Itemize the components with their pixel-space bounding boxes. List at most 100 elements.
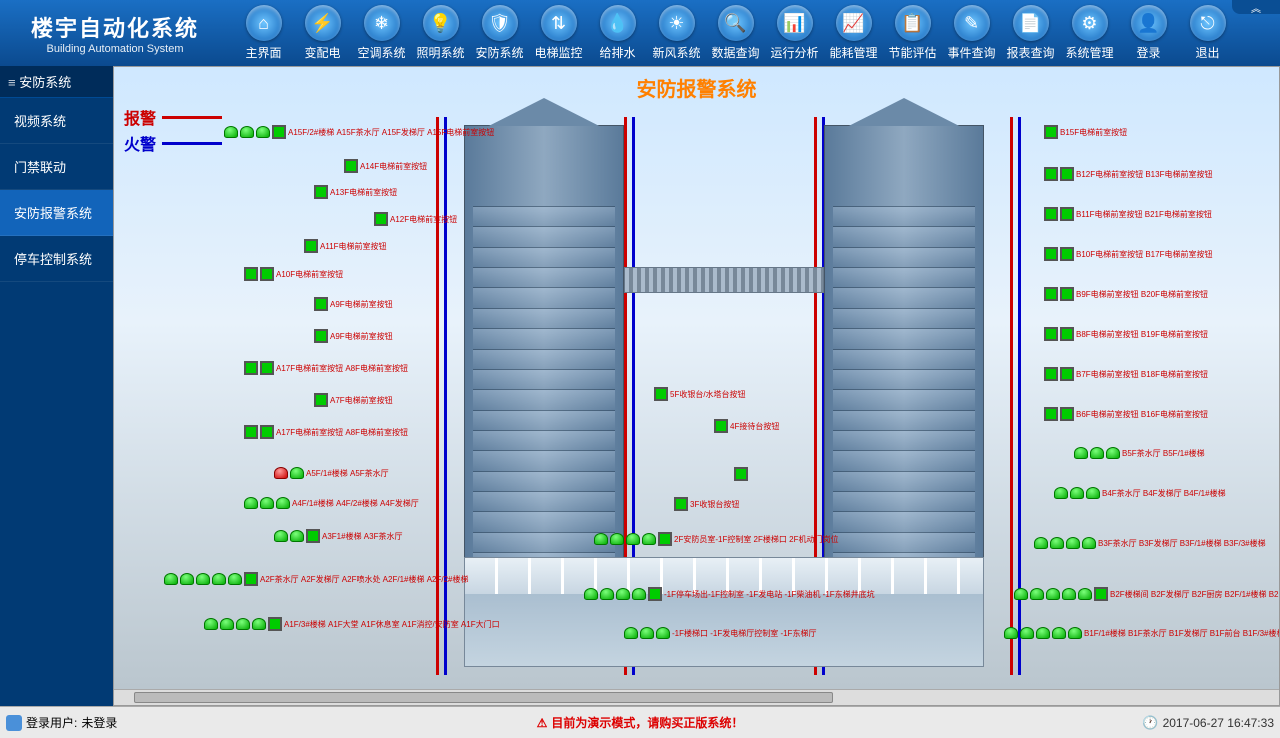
alarm-node[interactable]: A9F电梯前室按钮 [314, 329, 393, 343]
button-indicator[interactable] [304, 239, 318, 253]
alarm-node[interactable]: A15F/2#楼梯 A15F茶水厅 A15F发梯厅 A15F电梯前室按钮 [224, 125, 494, 139]
sensor-dot[interactable] [256, 126, 270, 138]
nav-5[interactable]: ⇅电梯监控 [531, 5, 586, 61]
alarm-node[interactable]: 4F接待台按钮 [714, 419, 779, 433]
alarm-node[interactable]: A10F电梯前室按钮 [244, 267, 343, 281]
nav-14[interactable]: ⚙系统管理 [1062, 5, 1117, 61]
button-indicator[interactable] [734, 467, 748, 481]
nav-13[interactable]: 📄报表查询 [1003, 5, 1058, 61]
alarm-node[interactable]: A13F电梯前室按钮 [314, 185, 397, 199]
alarm-node[interactable]: B15F电梯前室按钮 [1044, 125, 1127, 139]
sensor-dot[interactable] [584, 588, 598, 600]
sensor-dot[interactable] [642, 533, 656, 545]
button-indicator[interactable] [714, 419, 728, 433]
sensor-dot[interactable] [626, 533, 640, 545]
sidebar-item-1[interactable]: 门禁联动 [0, 144, 113, 190]
nav-4[interactable]: 🛡安防系统 [472, 5, 527, 61]
alarm-node[interactable]: B2F楼梯间 B2F发梯厅 B2F厨房 B2F/1#楼梯 B2F茶水厅 [1014, 587, 1280, 601]
sensor-dot[interactable] [1070, 487, 1084, 499]
sensor-dot[interactable] [252, 618, 266, 630]
nav-1[interactable]: ⚡变配电 [295, 5, 350, 61]
button-indicator[interactable] [1060, 167, 1074, 181]
button-indicator[interactable] [314, 297, 328, 311]
sensor-dot[interactable] [1036, 627, 1050, 639]
nav-0[interactable]: ⌂主界面 [236, 5, 291, 61]
button-indicator[interactable] [306, 529, 320, 543]
button-indicator[interactable] [1044, 327, 1058, 341]
nav-9[interactable]: 📊运行分析 [767, 5, 822, 61]
sensor-dot[interactable] [236, 618, 250, 630]
sensor-dot[interactable] [1074, 447, 1088, 459]
sensor-dot[interactable] [180, 573, 194, 585]
button-indicator[interactable] [1044, 125, 1058, 139]
button-indicator[interactable] [674, 497, 688, 511]
sensor-dot[interactable] [1052, 627, 1066, 639]
sensor-dot[interactable] [1046, 588, 1060, 600]
button-indicator[interactable] [1060, 287, 1074, 301]
sidebar-item-2[interactable]: 安防报警系统 [0, 190, 113, 236]
button-indicator[interactable] [1060, 247, 1074, 261]
alarm-node[interactable]: B4F茶水厅 B4F发梯厅 B4F/1#楼梯 [1054, 487, 1226, 499]
sensor-dot[interactable] [640, 627, 654, 639]
alarm-node[interactable]: A12F电梯前室按钮 [374, 212, 457, 226]
nav-12[interactable]: ✎事件查询 [944, 5, 999, 61]
alarm-node[interactable]: A2F茶水厅 A2F发梯厅 A2F喷水处 A2F/1#楼梯 A2F/2#楼梯 [164, 572, 469, 586]
alarm-node[interactable]: -1F楼梯口 -1F发电梯厅控制室 -1F东梯厅 [624, 627, 816, 639]
button-indicator[interactable] [1060, 407, 1074, 421]
sensor-dot[interactable] [1062, 588, 1076, 600]
button-indicator[interactable] [1044, 287, 1058, 301]
sensor-dot[interactable] [164, 573, 178, 585]
button-indicator[interactable] [260, 267, 274, 281]
nav-15[interactable]: 👤登录 [1121, 5, 1176, 61]
sensor-dot[interactable] [1050, 537, 1064, 549]
button-indicator[interactable] [260, 361, 274, 375]
sensor-dot[interactable] [616, 588, 630, 600]
alarm-node[interactable]: A14F电梯前室按钮 [344, 159, 427, 173]
button-indicator[interactable] [244, 572, 258, 586]
sensor-dot[interactable] [274, 530, 288, 542]
button-indicator[interactable] [648, 587, 662, 601]
button-indicator[interactable] [344, 159, 358, 173]
sensor-dot[interactable] [1020, 627, 1034, 639]
sensor-dot[interactable] [1054, 487, 1068, 499]
nav-11[interactable]: 📋节能评估 [885, 5, 940, 61]
sensor-dot[interactable] [260, 497, 274, 509]
button-indicator[interactable] [1044, 367, 1058, 381]
alarm-node[interactable]: A1F/3#楼梯 A1F大堂 A1F休息室 A1F消控/安防室 A1F大门口 [204, 617, 500, 631]
nav-7[interactable]: ☀新风系统 [649, 5, 704, 61]
alarm-node[interactable]: 2F安防员室-1F控制室 2F楼梯口 2F机动门岗位 [594, 532, 838, 546]
nav-8[interactable]: 🔍数据查询 [708, 5, 763, 61]
alarm-node[interactable]: A9F电梯前室按钮 [314, 297, 393, 311]
nav-2[interactable]: ❄空调系统 [354, 5, 409, 61]
sensor-dot[interactable] [1004, 627, 1018, 639]
button-indicator[interactable] [654, 387, 668, 401]
button-indicator[interactable] [314, 329, 328, 343]
alarm-node[interactable]: B11F电梯前室按钮 B21F电梯前室按钮 [1044, 207, 1212, 221]
alarm-node[interactable]: A17F电梯前室按钮 A8F电梯前室按钮 [244, 361, 408, 375]
sensor-dot[interactable] [1066, 537, 1080, 549]
button-indicator[interactable] [244, 361, 258, 375]
sensor-dot[interactable] [1014, 588, 1028, 600]
sensor-dot[interactable] [1090, 447, 1104, 459]
alarm-node[interactable]: A7F电梯前室按钮 [314, 393, 393, 407]
button-indicator[interactable] [1094, 587, 1108, 601]
sensor-dot[interactable] [1082, 537, 1096, 549]
alarm-node[interactable]: A17F电梯前室按钮 A8F电梯前室按钮 [244, 425, 408, 439]
h-scrollbar[interactable] [114, 689, 1279, 705]
alarm-node[interactable]: B12F电梯前室按钮 B13F电梯前室按钮 [1044, 167, 1212, 181]
button-indicator[interactable] [272, 125, 286, 139]
sensor-dot[interactable] [240, 126, 254, 138]
nav-16[interactable]: ⎋退出 [1180, 5, 1235, 61]
button-indicator[interactable] [1044, 247, 1058, 261]
button-indicator[interactable] [1060, 207, 1074, 221]
sensor-dot[interactable] [656, 627, 670, 639]
sidebar-item-0[interactable]: 视频系统 [0, 98, 113, 144]
sensor-dot[interactable] [228, 573, 242, 585]
alarm-node[interactable]: B5F茶水厅 B5F/1#楼梯 [1074, 447, 1205, 459]
sensor-dot[interactable] [1030, 588, 1044, 600]
button-indicator[interactable] [1044, 167, 1058, 181]
sensor-dot[interactable] [224, 126, 238, 138]
alarm-node[interactable]: A4F/1#楼梯 A4F/2#楼梯 A4F发梯厅 [244, 497, 419, 509]
alarm-node[interactable]: B3F茶水厅 B3F发梯厅 B3F/1#楼梯 B3F/3#楼梯 [1034, 537, 1266, 549]
button-indicator[interactable] [658, 532, 672, 546]
